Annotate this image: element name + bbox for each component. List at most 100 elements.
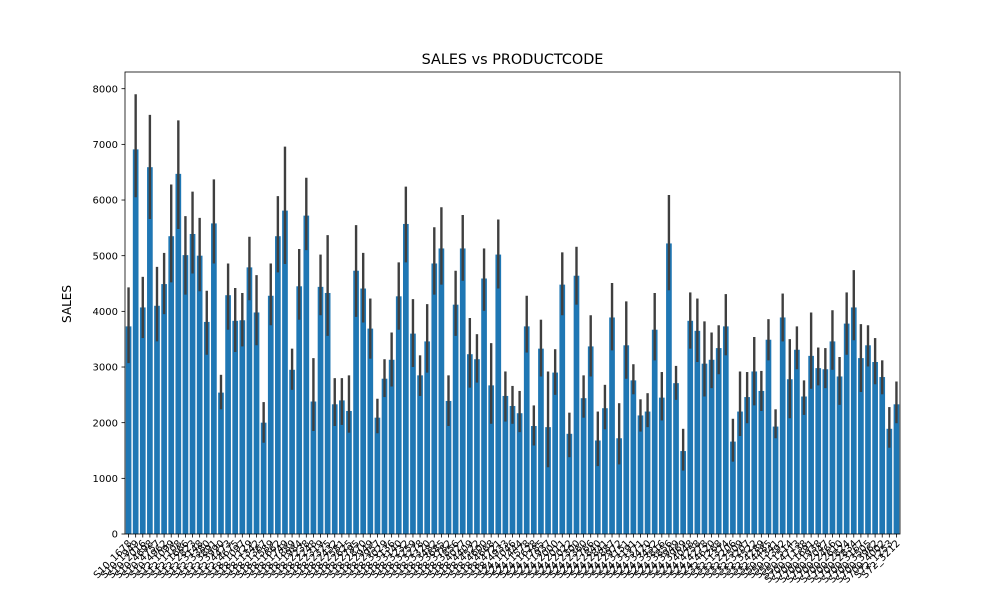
bar xyxy=(836,376,843,534)
bar xyxy=(331,404,338,534)
bar xyxy=(445,400,452,534)
bar xyxy=(616,438,622,534)
bar xyxy=(694,330,701,534)
bar xyxy=(403,223,409,534)
bar xyxy=(346,410,352,534)
bar xyxy=(339,400,345,534)
bar xyxy=(139,307,146,534)
bar xyxy=(822,369,829,534)
bar xyxy=(779,317,786,534)
bar xyxy=(658,397,665,534)
bar xyxy=(829,341,836,534)
bar xyxy=(125,326,132,534)
y-axis: 0 1000 2000 3000 4000 5000 6000 7000 8000 xyxy=(93,84,125,541)
bar xyxy=(872,362,878,534)
bar xyxy=(587,346,594,534)
y-tick-label: 8000 xyxy=(93,84,118,95)
bar xyxy=(801,396,807,534)
bar xyxy=(225,295,231,534)
bar xyxy=(559,284,566,534)
bar xyxy=(722,326,729,534)
bar xyxy=(765,339,772,534)
bar xyxy=(495,254,502,534)
bar xyxy=(865,345,871,534)
bar xyxy=(211,223,217,534)
bar xyxy=(296,286,303,534)
bar xyxy=(232,320,239,534)
bar xyxy=(182,255,189,534)
bar xyxy=(893,404,900,534)
bar xyxy=(388,359,395,534)
bar xyxy=(580,398,587,534)
bar xyxy=(253,312,260,534)
y-tick-label: 6000 xyxy=(93,196,118,207)
bar xyxy=(530,426,537,534)
bar xyxy=(147,167,153,534)
bar xyxy=(488,385,495,534)
bar xyxy=(552,372,559,534)
bar xyxy=(161,284,167,534)
bar xyxy=(808,355,814,534)
bar xyxy=(744,397,750,534)
bar xyxy=(218,392,224,534)
errorbars-layer xyxy=(127,94,898,471)
bar xyxy=(609,317,615,534)
y-tick-label: 4000 xyxy=(93,307,118,318)
bar xyxy=(523,326,530,534)
bar xyxy=(267,295,274,534)
bar xyxy=(481,278,487,534)
y-tick-label: 2000 xyxy=(93,418,118,429)
bar xyxy=(466,354,473,534)
bar xyxy=(282,210,288,534)
bar xyxy=(644,411,651,534)
bar xyxy=(459,248,466,534)
bar xyxy=(516,413,523,534)
bar xyxy=(431,263,438,534)
y-tick-label: 3000 xyxy=(93,363,118,374)
bar xyxy=(289,369,295,534)
bar xyxy=(246,267,253,534)
bar xyxy=(786,379,793,534)
y-tick-label: 1000 xyxy=(93,474,118,485)
bar xyxy=(758,390,765,534)
bar xyxy=(452,304,459,534)
bar xyxy=(879,377,886,534)
bar xyxy=(502,395,509,534)
y-tick-label: 5000 xyxy=(93,251,118,262)
bar xyxy=(751,371,758,534)
bar xyxy=(815,368,822,534)
bar xyxy=(545,427,551,534)
y-tick-label: 7000 xyxy=(93,140,118,151)
bar xyxy=(353,270,359,534)
bar xyxy=(687,320,694,534)
bar xyxy=(395,296,402,534)
bar xyxy=(381,378,388,534)
x-axis: S10_1678S10_1949S10_2016S10_4698S10_4757… xyxy=(92,534,903,586)
bar xyxy=(132,149,139,534)
bar xyxy=(630,380,637,534)
bar xyxy=(858,358,864,534)
bar xyxy=(715,348,722,534)
bar xyxy=(367,328,374,534)
bar xyxy=(673,383,679,534)
bar xyxy=(623,345,630,534)
y-tick-label: 0 xyxy=(112,530,118,541)
chart-title: SALES vs PRODUCTCODE xyxy=(422,52,604,68)
bar xyxy=(680,451,686,534)
bar xyxy=(850,307,857,534)
bar xyxy=(424,341,431,534)
bar xyxy=(637,415,644,534)
bar xyxy=(772,426,779,534)
bar xyxy=(317,286,324,534)
bar xyxy=(737,411,743,534)
bar xyxy=(701,363,708,534)
y-axis-title: SALES xyxy=(60,285,74,323)
bar xyxy=(708,359,715,534)
bar xyxy=(651,329,658,534)
bar xyxy=(275,236,281,534)
bar xyxy=(196,255,203,534)
bar xyxy=(239,320,246,534)
bar xyxy=(474,359,480,534)
bar xyxy=(666,243,672,534)
bar xyxy=(509,405,516,534)
